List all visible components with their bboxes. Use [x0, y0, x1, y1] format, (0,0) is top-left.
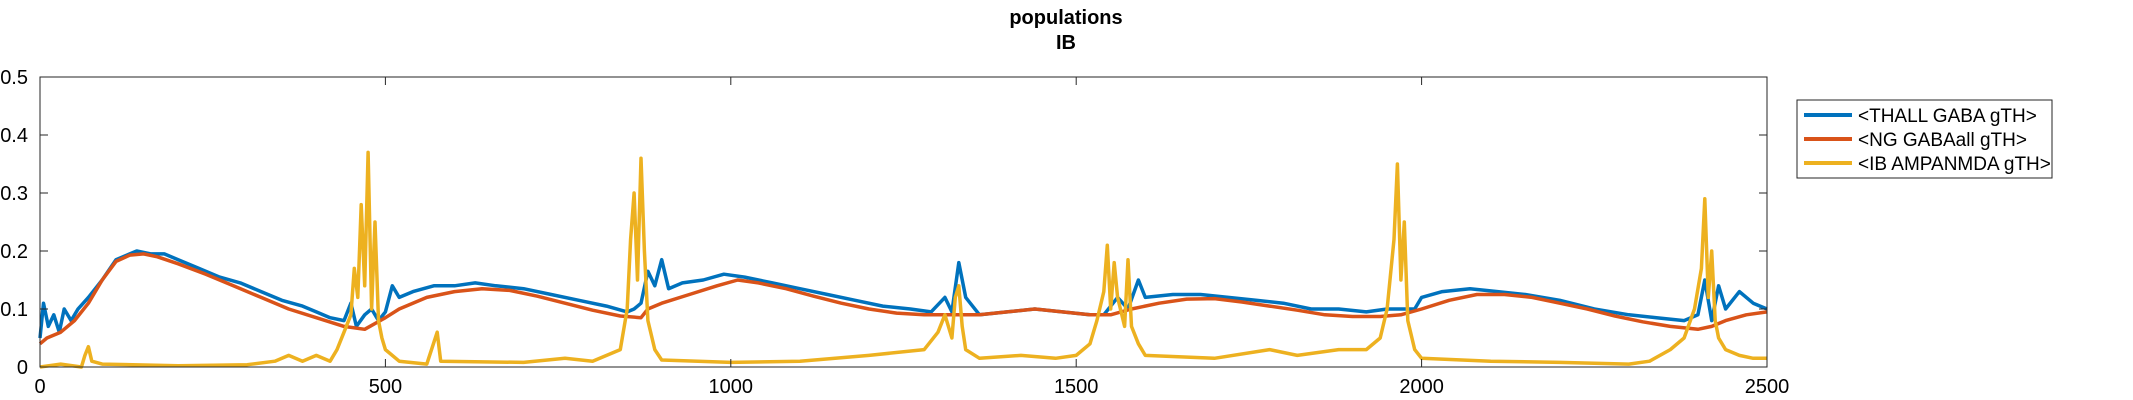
series-line-1: [38, 252, 1768, 346]
y-tick-label: 0.2: [0, 241, 28, 263]
legend-label-ib: <IB AMPANMDA gTH>: [1858, 154, 2051, 175]
axes-box: [39, 76, 1768, 368]
y-axis: 0 0.1 0.2 0.3 0.4 0.5: [0, 67, 1767, 379]
y-tick-label: 0.5: [0, 67, 28, 89]
legend: <THALL GABA gTH> <NG GABAall gTH> <IB AM…: [1796, 99, 2053, 179]
x-tick-label: 500: [369, 376, 402, 398]
x-tick-label: 0: [34, 376, 45, 398]
x-tick-label: 2500: [1745, 376, 1790, 398]
x-tick-label: 1500: [1054, 376, 1099, 398]
chart-title-line-2: IB: [1056, 32, 1076, 54]
y-tick-label: 0.1: [0, 299, 28, 321]
y-tick-label: 0: [17, 357, 28, 379]
series-line-2: [39, 150, 1767, 369]
chart-title-line-1: populations: [1009, 7, 1122, 29]
legend-label-ng: <NG GABAall gTH>: [1858, 130, 2027, 151]
series-layer: [38, 150, 1768, 369]
x-axis: 0 500 1000 1500 2000 2500: [34, 77, 1789, 398]
plot-area: 0 500 1000 1500 2000 2500 0 0.1 0.2 0.3 0.4 0.5: [0, 67, 1789, 398]
y-tick-label: 0.3: [0, 183, 28, 205]
series-line-0: [38, 249, 1768, 339]
x-tick-label: 2000: [1399, 376, 1444, 398]
y-tick-label: 0.4: [0, 125, 28, 147]
legend-label-thall: <THALL GABA gTH>: [1858, 106, 2037, 127]
x-tick-label: 1000: [709, 376, 754, 398]
